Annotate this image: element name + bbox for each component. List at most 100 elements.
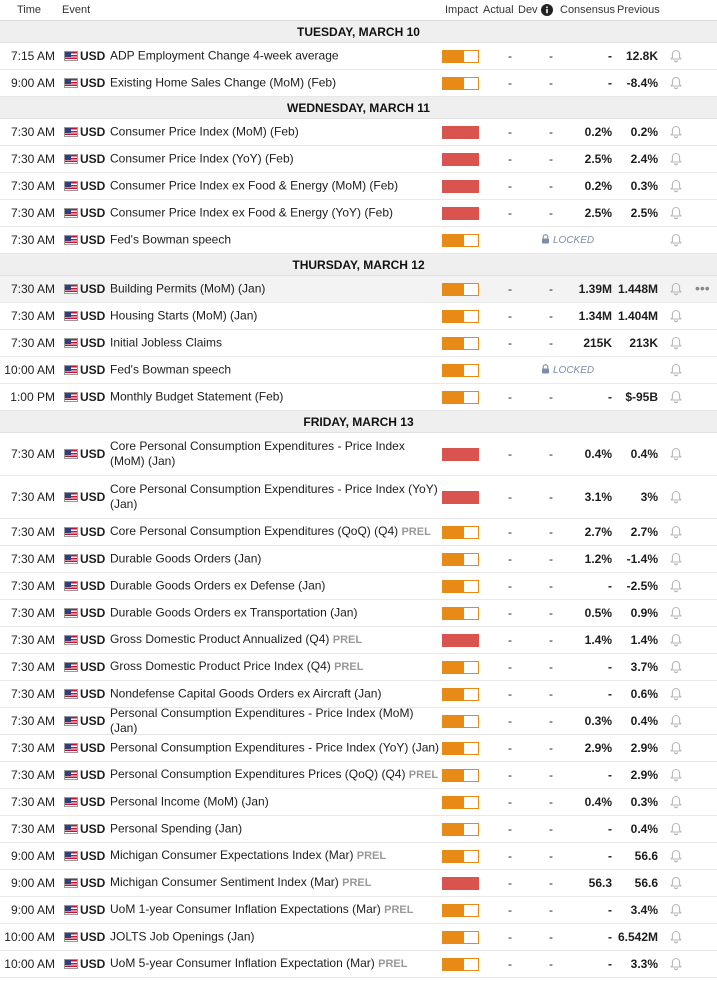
event-name[interactable]: Durable Goods Orders (Jan) xyxy=(110,551,262,566)
event-title[interactable]: Consumer Price Index (YoY) (Feb) xyxy=(110,152,440,167)
event-row[interactable]: 9:00 AM USD Michigan Consumer Expectations… xyxy=(0,843,717,870)
event-title[interactable]: Durable Goods Orders ex Defense (Jan) xyxy=(110,579,440,594)
event-name[interactable]: Consumer Price Index ex Food & Energy (Y… xyxy=(110,205,394,220)
dev-column-header[interactable]: Dev xyxy=(518,4,538,16)
consensus-column-header[interactable]: Consensus xyxy=(560,4,616,16)
event-name[interactable]: Personal Consumption Expenditures - Pric… xyxy=(110,740,440,755)
bell-icon[interactable] xyxy=(669,795,683,809)
event-row[interactable]: 10:00 AM USD JOLTS Job Openings (Jan) - - -6.… xyxy=(0,924,717,951)
event-row[interactable]: 7:30 AM USD Fed's Bowman speech LOCKED xyxy=(0,227,717,254)
more-options-icon[interactable]: ••• xyxy=(695,280,710,297)
event-title[interactable]: UoM 1-year Consumer Inflation Expectatio… xyxy=(110,902,440,918)
bell-icon[interactable] xyxy=(669,741,683,755)
event-name[interactable]: Durable Goods Orders ex Defense (Jan) xyxy=(110,578,326,593)
event-row[interactable]: 7:30 AM USD Personal Consumption Expenditu… xyxy=(0,706,717,736)
info-icon[interactable] xyxy=(541,4,553,19)
event-name[interactable]: JOLTS Job Openings (Jan) xyxy=(110,929,255,944)
bell-icon[interactable] xyxy=(669,930,683,944)
event-name[interactable]: Consumer Price Index (MoM) (Feb) xyxy=(110,124,299,139)
bell-icon[interactable] xyxy=(669,447,683,461)
event-name[interactable]: Monthly Budget Statement (Feb) xyxy=(110,389,284,404)
event-name[interactable]: Existing Home Sales Change (MoM) (Feb) xyxy=(110,75,337,90)
event-name[interactable]: Personal Income (MoM) (Jan) xyxy=(110,794,269,809)
event-title[interactable]: Initial Jobless Claims xyxy=(110,336,440,351)
event-row[interactable]: 10:00 AM USD Fed's Bowman speech LOCKED xyxy=(0,357,717,384)
event-name[interactable]: UoM 1-year Consumer Inflation Expectatio… xyxy=(110,902,381,916)
event-row[interactable]: 7:30 AM USD Consumer Price Index ex Food &… xyxy=(0,200,717,227)
event-name[interactable]: Housing Starts (MoM) (Jan) xyxy=(110,308,258,323)
event-title[interactable]: Fed's Bowman speech xyxy=(110,363,440,378)
event-row[interactable]: 7:30 AM USD Building Permits (MoM) (Jan) - -… xyxy=(0,276,717,303)
event-row[interactable]: 7:30 AM USD Consumer Price Index ex Food &… xyxy=(0,173,717,200)
event-title[interactable]: Core Personal Consumption Expenditures -… xyxy=(110,439,440,469)
event-row[interactable]: 7:30 AM USD Consumer Price Index (YoY) (Fe… xyxy=(0,146,717,173)
bell-icon[interactable] xyxy=(669,309,683,323)
bell-icon[interactable] xyxy=(669,152,683,166)
bell-icon[interactable] xyxy=(669,49,683,63)
event-title[interactable]: Personal Consumption Expenditures - Pric… xyxy=(110,706,440,736)
bell-icon[interactable] xyxy=(669,390,683,404)
event-title[interactable]: Personal Consumption Expenditures - Pric… xyxy=(110,741,440,756)
bell-icon[interactable] xyxy=(669,768,683,782)
locked-badge[interactable]: LOCKED xyxy=(541,234,594,246)
event-name[interactable]: Personal Consumption Expenditures Prices… xyxy=(110,767,406,781)
event-title[interactable]: Building Permits (MoM) (Jan) xyxy=(110,282,440,297)
bell-icon[interactable] xyxy=(669,660,683,674)
bell-icon[interactable] xyxy=(669,903,683,917)
event-name[interactable]: UoM 5-year Consumer Inflation Expectatio… xyxy=(110,956,375,970)
bell-icon[interactable] xyxy=(669,525,683,539)
event-row[interactable]: 7:30 AM USD Consumer Price Index (MoM) (Fe… xyxy=(0,119,717,146)
event-title[interactable]: ADP Employment Change 4-week average xyxy=(110,49,440,64)
event-name[interactable]: Nondefense Capital Goods Orders ex Aircr… xyxy=(110,686,382,701)
event-name[interactable]: Core Personal Consumption Expenditures -… xyxy=(110,439,405,468)
event-name[interactable]: Core Personal Consumption Expenditures (… xyxy=(110,524,399,538)
event-name[interactable]: Fed's Bowman speech xyxy=(110,232,232,247)
bell-icon[interactable] xyxy=(669,849,683,863)
event-row[interactable]: 7:15 AM USD ADP Employment Change 4-week a… xyxy=(0,43,717,70)
event-title[interactable]: Personal Income (MoM) (Jan) xyxy=(110,795,440,810)
bell-icon[interactable] xyxy=(669,579,683,593)
impact-column-header[interactable]: Impact xyxy=(445,4,479,16)
event-row[interactable]: 7:30 AM USD Core Personal Consumption Expe… xyxy=(0,433,717,476)
event-title[interactable]: Existing Home Sales Change (MoM) (Feb) xyxy=(110,76,440,91)
event-name[interactable]: Michigan Consumer Expectations Index (Ma… xyxy=(110,848,354,862)
event-title[interactable]: Personal Consumption Expenditures Prices… xyxy=(110,767,440,783)
bell-icon[interactable] xyxy=(669,633,683,647)
bell-icon[interactable] xyxy=(669,714,683,728)
event-title[interactable]: Monthly Budget Statement (Feb) xyxy=(110,390,440,405)
bell-icon[interactable] xyxy=(669,336,683,350)
event-title[interactable]: Gross Domestic Product Price Index (Q4) … xyxy=(110,659,440,675)
event-row[interactable]: 7:30 AM USD Personal Consumption Expenditu… xyxy=(0,762,717,789)
bell-icon[interactable] xyxy=(669,179,683,193)
event-row[interactable]: 7:30 AM USD Durable Goods Orders ex Defens… xyxy=(0,573,717,600)
event-name[interactable]: Initial Jobless Claims xyxy=(110,335,223,350)
event-name[interactable]: Consumer Price Index ex Food & Energy (M… xyxy=(110,178,399,193)
event-title[interactable]: Durable Goods Orders ex Transportation (… xyxy=(110,606,440,621)
bell-icon[interactable] xyxy=(669,876,683,890)
bell-icon[interactable] xyxy=(669,206,683,220)
bell-icon[interactable] xyxy=(669,552,683,566)
event-row[interactable]: 7:30 AM USD Personal Spending (Jan) - - - 0.4% xyxy=(0,816,717,843)
event-title[interactable]: Housing Starts (MoM) (Jan) xyxy=(110,309,440,324)
time-column-header[interactable]: Time xyxy=(17,4,42,16)
bell-icon[interactable] xyxy=(669,76,683,90)
event-name[interactable]: Personal Spending (Jan) xyxy=(110,821,243,836)
event-title[interactable]: Nondefense Capital Goods Orders ex Aircr… xyxy=(110,687,440,702)
event-title[interactable]: Michigan Consumer Sentiment Index (Mar) … xyxy=(110,875,440,891)
event-row[interactable]: 10:00 AM USD UoM 5-year Consumer Inflation… xyxy=(0,951,717,978)
event-row[interactable]: 7:30 AM USD Nondefense Capital Goods Order… xyxy=(0,681,717,708)
event-name[interactable]: Fed's Bowman speech xyxy=(110,362,232,377)
event-name[interactable]: Gross Domestic Product Price Index (Q4) xyxy=(110,659,331,673)
event-title[interactable]: Core Personal Consumption Expenditures -… xyxy=(110,482,440,512)
event-title[interactable]: Fed's Bowman speech xyxy=(110,233,440,248)
event-title[interactable]: Consumer Price Index ex Food & Energy (M… xyxy=(110,179,440,194)
event-row[interactable]: 9:00 AM USD Existing Home Sales Change (Mo… xyxy=(0,70,717,97)
event-name[interactable]: Michigan Consumer Sentiment Index (Mar) xyxy=(110,875,339,889)
locked-badge[interactable]: LOCKED xyxy=(541,364,594,376)
event-title[interactable]: Gross Domestic Product Annualized (Q4) P… xyxy=(110,632,440,648)
event-title[interactable]: Michigan Consumer Expectations Index (Ma… xyxy=(110,848,440,864)
event-row[interactable]: 1:00 PM USD Monthly Budget Statement (Feb)… xyxy=(0,384,717,411)
event-row[interactable]: 7:30 AM USD Gross Domestic Product Price I… xyxy=(0,654,717,681)
event-title[interactable]: Consumer Price Index (MoM) (Feb) xyxy=(110,125,440,140)
event-name[interactable]: Gross Domestic Product Annualized (Q4) xyxy=(110,632,330,646)
